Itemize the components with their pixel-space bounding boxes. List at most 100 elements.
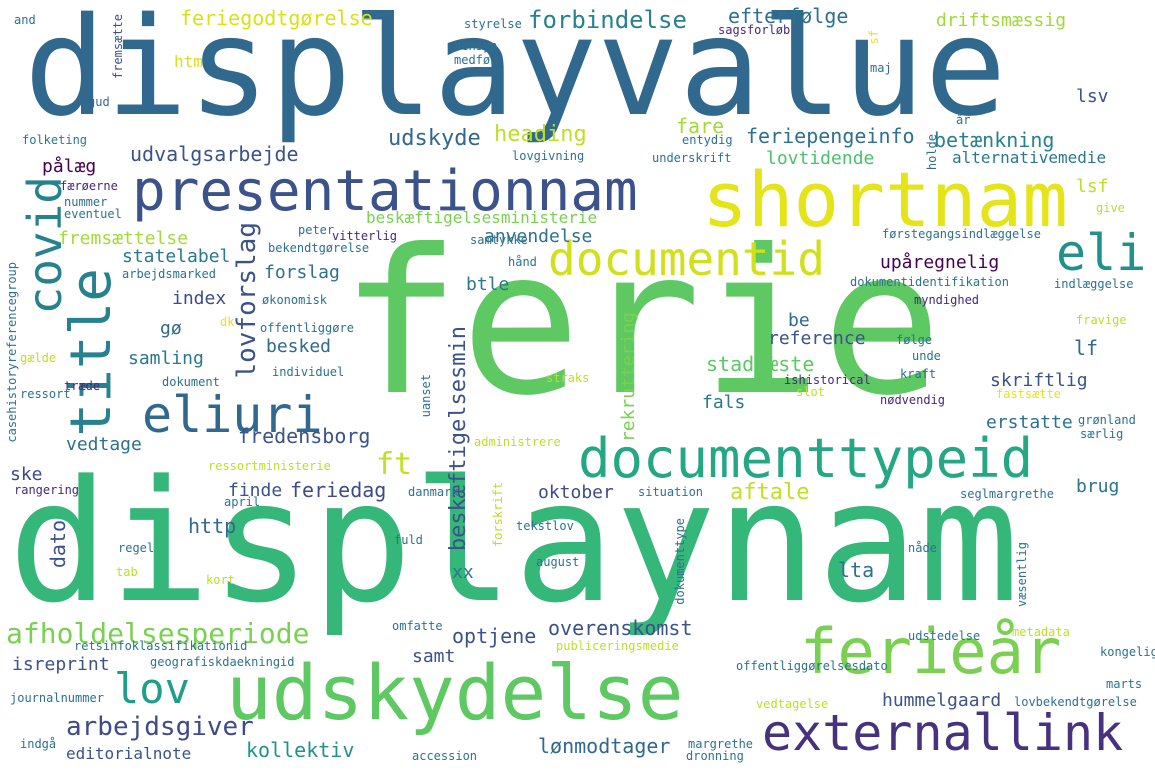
word-ressort: ressort xyxy=(20,387,71,401)
word-goe: gø xyxy=(160,318,182,339)
word-erstatte: erstatte xyxy=(986,412,1073,433)
word-samtykke: samtykke xyxy=(470,233,528,247)
word-straks: straks xyxy=(546,371,590,385)
word-udskydelse: udskydelse xyxy=(226,648,684,737)
word-kollektiv: kollektiv xyxy=(246,738,355,762)
word-traede: træde xyxy=(64,379,101,393)
word-tekstlov: tekstlov xyxy=(516,519,574,533)
word-finde: finde xyxy=(228,480,283,501)
word-overenskomst: overenskomst xyxy=(548,616,693,640)
word-casehistoryreferencegroup: casehistoryreferencegroup xyxy=(5,262,19,443)
word-slot: slot xyxy=(796,385,825,399)
word-underskrift: underskrift xyxy=(652,151,732,165)
word-lovbekendtgoerelse: lovbekendtgørelse xyxy=(1014,695,1137,709)
word-feriepengeinfo: feriepengeinfo xyxy=(746,124,915,148)
word-dokument: dokument xyxy=(162,375,220,389)
word-faeroeerne: færøerne xyxy=(60,179,118,193)
word-vaesentlig: væsentlig xyxy=(1015,542,1029,608)
word-lovforslag: lovforslag xyxy=(232,222,262,379)
word-udvalgsarbejde: udvalgsarbejde xyxy=(130,142,299,166)
word-lsf: lsf xyxy=(1076,176,1109,197)
word-lovtidende: lovtidende xyxy=(766,148,875,169)
word-maj: maj xyxy=(870,61,892,75)
word-eliuri: eliuri xyxy=(142,386,323,444)
word-fredensborg: fredensborg xyxy=(238,424,371,448)
word-margrethe: margrethe xyxy=(688,737,754,751)
word-offentliggoere: offentliggøre xyxy=(260,321,354,335)
word-feriegodtgoerelse: feriegodtgørelse xyxy=(180,6,373,30)
word-seglmargrethe: seglmargrethe xyxy=(960,487,1054,501)
word-administrere: administrere xyxy=(474,435,561,449)
word-lf: lf xyxy=(1074,336,1099,360)
word-heading: heading xyxy=(494,122,587,147)
word-kongelig: kongelig xyxy=(1100,645,1155,659)
word-brug: brug xyxy=(1076,476,1120,497)
word-ft: ft xyxy=(376,447,413,482)
word-sf: sf xyxy=(867,30,881,45)
word-driftsmaessig: driftsmæssig xyxy=(936,10,1067,31)
word-journalnummer: journalnummer xyxy=(10,691,104,705)
word-presentationnam: presentationnam xyxy=(132,159,638,224)
word-oekonomisk: økonomisk xyxy=(262,293,328,307)
word-btle: btle xyxy=(466,274,510,295)
word-upaaregnelig: upåregnelig xyxy=(880,252,1000,273)
word-paalaeg: pålæg xyxy=(42,156,97,177)
word-besked: besked xyxy=(266,336,332,357)
word-stadfaeste: stadfæste xyxy=(706,352,815,376)
word-beskaeftigelsesmin: beskæftigelsesmin xyxy=(446,326,471,552)
word-kraft: kraft xyxy=(900,367,937,381)
word-aar: år xyxy=(956,113,971,127)
word-index: index xyxy=(172,288,227,309)
word-rekruttering: rekruttering xyxy=(618,312,639,443)
word-styrelse: styrelse xyxy=(464,17,522,31)
word-feriedag: feriedag xyxy=(290,478,387,502)
word-dokumenttype: dokumenttype xyxy=(673,518,687,605)
word-peter: peter xyxy=(298,223,335,237)
word-dk: dk xyxy=(220,315,235,329)
word-vitterlig: vitterlig xyxy=(332,229,398,243)
word-title: title xyxy=(59,268,124,437)
word-hummelgaard: hummelgaard xyxy=(882,690,1002,711)
word-foerstegangsindlaeggelse: førstegangsindlæggelse xyxy=(882,227,1041,241)
word-displaynam: displaynam xyxy=(8,444,1020,640)
word-fremsaettelse: fremsættelse xyxy=(58,228,189,249)
word-give: give xyxy=(1096,201,1125,215)
word-gud: gud xyxy=(88,95,110,109)
word-and: and xyxy=(14,13,36,27)
word-saerlig: særlig xyxy=(1080,427,1124,441)
word-offentliggoerelsesdato: offentliggørelsesdato xyxy=(736,659,888,673)
word-accession: accession xyxy=(412,749,478,763)
word-afholdelsesperiode: afholdelsesperiode xyxy=(6,617,310,650)
word-editorialnote: editorialnote xyxy=(66,744,192,763)
word-entydig: entydig xyxy=(682,133,733,147)
word-individuel: individuel xyxy=(272,365,345,379)
word-externallink: externallink xyxy=(762,704,1124,762)
word-displayvalue: displayvalue xyxy=(24,0,1007,147)
word-ske: ske xyxy=(10,464,43,485)
word-arbejdsgiver: arbejdsgiver xyxy=(66,712,254,742)
word-situation: situation xyxy=(638,485,704,499)
word-publiceringsmedie: publiceringsmedie xyxy=(556,639,679,653)
word-lta: lta xyxy=(838,558,875,582)
word-fastsaette: fastsætte xyxy=(996,387,1062,401)
word-eli: eli xyxy=(1056,224,1147,282)
word-skriftlig: skriftlig xyxy=(990,370,1088,391)
word-loenmodtager: lønmodtager xyxy=(538,734,671,758)
word-marts: marts xyxy=(1106,677,1143,691)
word-uanset: uanset xyxy=(419,374,433,418)
word-betaenkning: betænkning xyxy=(934,128,1055,152)
word-noedvendig: nødvendig xyxy=(880,393,946,407)
word-dronning: dronning xyxy=(686,749,744,763)
word-haand: hånd xyxy=(508,255,537,269)
word-aftale: aftale xyxy=(730,480,810,505)
word-http: http xyxy=(188,514,237,538)
word-shortnam: shortnam xyxy=(702,155,1069,244)
word-forslag: forslag xyxy=(264,262,340,283)
word-myndighed: myndighed xyxy=(914,293,980,307)
word-vedtage: vedtage xyxy=(66,434,142,455)
word-gaelde: gælde xyxy=(20,351,57,365)
word-isreprint: isreprint xyxy=(12,654,110,675)
word-geografiskdaekningid: geografiskdaekningid xyxy=(150,655,295,669)
word-regel: regel xyxy=(118,541,155,555)
